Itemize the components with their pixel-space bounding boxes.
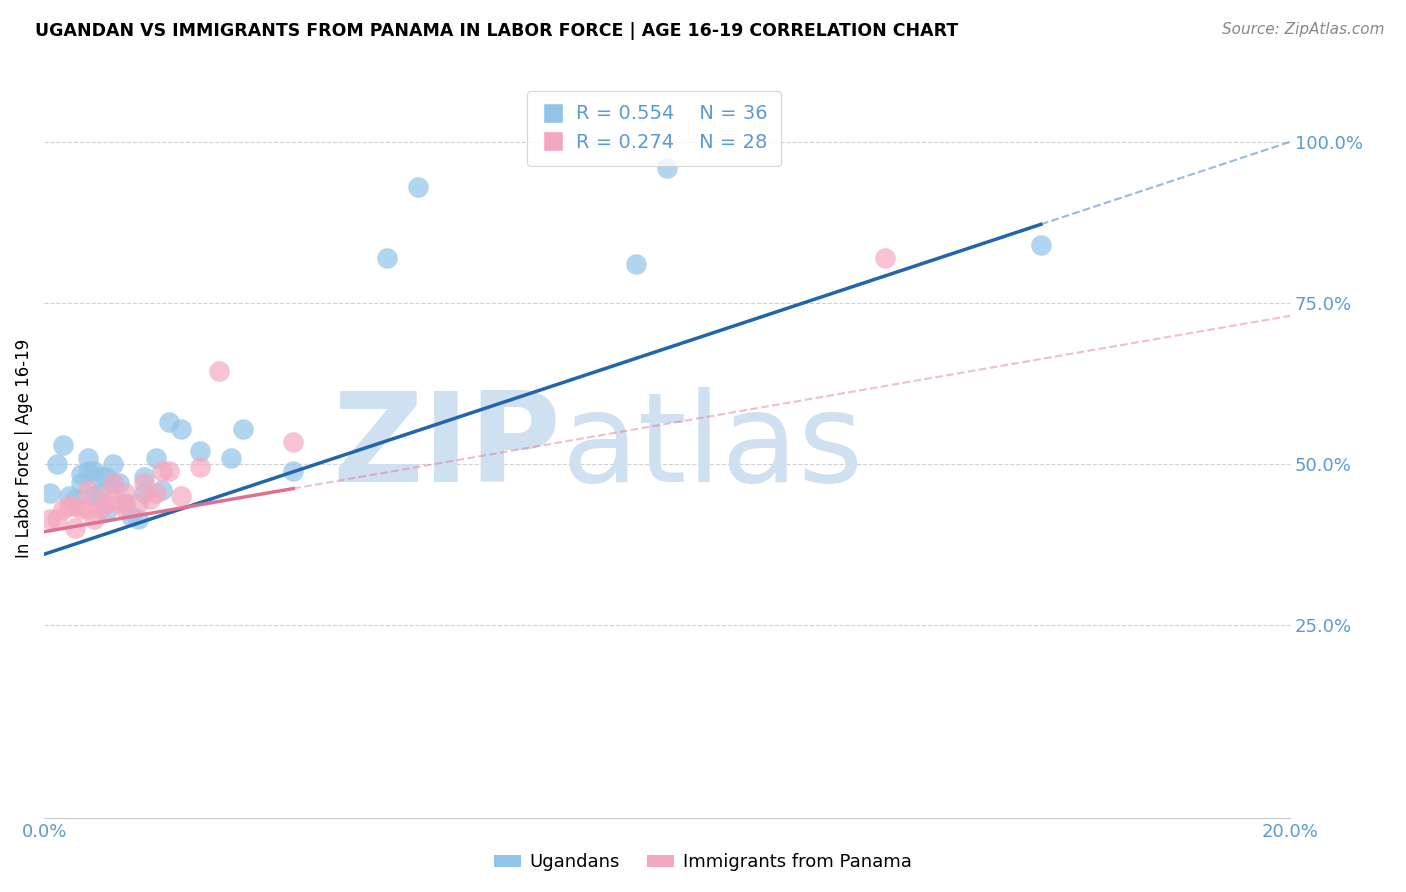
Point — [127, 496, 149, 510]
Point — [114, 486, 136, 500]
Point — [76, 483, 98, 497]
Point — [114, 496, 136, 510]
Point — [152, 463, 174, 477]
Point — [76, 502, 98, 516]
Point — [65, 499, 87, 513]
Point — [70, 467, 93, 481]
Point — [58, 499, 80, 513]
Point — [96, 496, 118, 510]
Point — [45, 457, 67, 471]
Point — [145, 450, 167, 465]
Point — [207, 363, 229, 377]
Text: Source: ZipAtlas.com: Source: ZipAtlas.com — [1222, 22, 1385, 37]
Point — [96, 489, 118, 503]
Point — [89, 470, 111, 484]
Point — [406, 180, 429, 194]
Point — [188, 460, 211, 475]
Point — [132, 470, 155, 484]
Point — [375, 251, 398, 265]
Point — [127, 512, 149, 526]
Point — [875, 251, 897, 265]
Point — [114, 502, 136, 516]
Point — [170, 489, 193, 503]
Point — [76, 450, 98, 465]
Point — [132, 476, 155, 491]
Point — [76, 463, 98, 477]
Legend: Ugandans, Immigrants from Panama: Ugandans, Immigrants from Panama — [486, 847, 920, 879]
Legend: R = 0.554    N = 36, R = 0.274    N = 28: R = 0.554 N = 36, R = 0.274 N = 28 — [527, 91, 782, 166]
Text: atlas: atlas — [561, 387, 863, 508]
Y-axis label: In Labor Force | Age 16-19: In Labor Force | Age 16-19 — [15, 338, 32, 558]
Point — [52, 438, 75, 452]
Point — [132, 486, 155, 500]
Point — [120, 508, 142, 523]
Point — [232, 422, 254, 436]
Point — [83, 512, 105, 526]
Point — [145, 486, 167, 500]
Point — [1029, 238, 1052, 252]
Point — [188, 444, 211, 458]
Point — [83, 489, 105, 503]
Point — [139, 492, 162, 507]
Text: ZIP: ZIP — [332, 387, 561, 508]
Point — [39, 486, 62, 500]
Point — [101, 476, 124, 491]
Point — [89, 502, 111, 516]
Point — [152, 483, 174, 497]
Point — [655, 161, 678, 175]
Point — [624, 257, 647, 271]
Point — [101, 476, 124, 491]
Point — [283, 463, 305, 477]
Point — [170, 422, 193, 436]
Point — [157, 415, 180, 429]
Point — [219, 450, 242, 465]
Point — [101, 457, 124, 471]
Point — [89, 486, 111, 500]
Point — [157, 463, 180, 477]
Text: UGANDAN VS IMMIGRANTS FROM PANAMA IN LABOR FORCE | AGE 16-19 CORRELATION CHART: UGANDAN VS IMMIGRANTS FROM PANAMA IN LAB… — [35, 22, 959, 40]
Point — [70, 476, 93, 491]
Point — [65, 521, 87, 535]
Point — [283, 434, 305, 449]
Point — [39, 512, 62, 526]
Point — [65, 492, 87, 507]
Point — [58, 489, 80, 503]
Point — [96, 470, 118, 484]
Point — [108, 496, 131, 510]
Point — [45, 512, 67, 526]
Point — [108, 476, 131, 491]
Point — [96, 505, 118, 519]
Point — [83, 463, 105, 477]
Point — [70, 502, 93, 516]
Point — [52, 502, 75, 516]
